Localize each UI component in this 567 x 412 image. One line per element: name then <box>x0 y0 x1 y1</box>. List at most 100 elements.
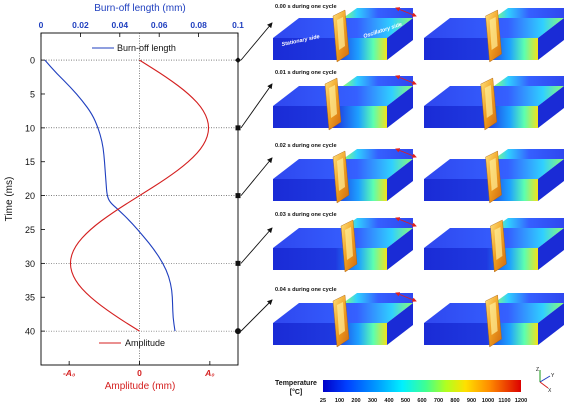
y-tick-label: 5 <box>30 89 35 99</box>
legend-amplitude: Amplitude <box>99 338 165 348</box>
specimen-rear-step <box>494 218 564 228</box>
weld-flash-highlight <box>329 85 337 118</box>
specimen-side-face <box>387 18 413 60</box>
specimen-rear-step <box>494 149 564 159</box>
panel-row: 0.03 s during one cycle <box>273 212 564 273</box>
specimen-front-face <box>424 248 538 270</box>
specimen-rear-step <box>494 8 564 18</box>
colorbar-tick-label: 200 <box>351 398 360 404</box>
chart: 0 5 10 15 20 25 30 35 40 0 0.02 0.04 0.06 0.08 0.1 -A… <box>4 3 273 392</box>
specimen-side-face <box>387 159 413 201</box>
specimen-side-face <box>387 303 413 345</box>
y-tick-label: 40 <box>25 327 35 337</box>
weld-flash-highlight <box>337 302 345 335</box>
legend-burnoff-label: Burn-off length <box>117 43 176 53</box>
specimen-side-face <box>387 228 413 270</box>
colorbar-tick-label: 500 <box>401 398 410 404</box>
colorbar-tick-label: 900 <box>467 398 476 404</box>
weld-flash-highlight <box>337 158 345 191</box>
colorbar-tick-label: 25 <box>320 398 326 404</box>
marker-square <box>235 125 241 131</box>
specimen-rear-step <box>343 76 413 86</box>
colorbar-tick-label: 600 <box>417 398 426 404</box>
y-axis-label: Time (ms) <box>4 177 15 222</box>
weld-flash-highlight <box>489 158 498 191</box>
specimen-front-face <box>424 38 538 60</box>
colorbar-tick-label: 1000 <box>482 398 494 404</box>
top-axis-label: Burn-off length (mm) <box>94 3 186 14</box>
marker-square <box>235 260 241 266</box>
oscillation-arrow <box>395 217 417 227</box>
bottom-tick-label: 0 <box>137 368 142 378</box>
panel-time-label: 0.03 s during one cycle <box>275 212 337 218</box>
specimen-side-face <box>538 86 564 128</box>
triad-x-axis <box>539 381 549 389</box>
colorbar-tick-label: 300 <box>368 398 377 404</box>
top-tick-label: 0.1 <box>232 20 244 30</box>
weld-flash-highlight <box>489 17 498 50</box>
bottom-axis-label: Amplitude (mm) <box>105 381 176 392</box>
colorbar-title: Temperature <box>275 380 317 387</box>
specimen-rear-step <box>343 293 413 303</box>
triad-y-label: Y <box>551 373 555 379</box>
colorbar-tick-label: 800 <box>450 398 459 404</box>
triad-x-label: X <box>548 388 552 394</box>
specimen-rear-step <box>494 293 564 303</box>
y-ticks: 0 5 10 15 20 25 30 35 40 <box>25 56 45 337</box>
bottom-tick-label: A₀ <box>204 368 215 378</box>
specimen-front-face <box>273 248 387 270</box>
panel-row: 0.04 s during one cycle <box>273 287 564 348</box>
top-tick-label: 0.02 <box>72 20 89 30</box>
colorbar: Temperature [°C] 25 100 200 300 400 500 600 700… <box>275 380 527 404</box>
legend-amplitude-label: Amplitude <box>125 338 165 348</box>
burnoff-line <box>44 59 176 332</box>
oscillation-arrow <box>395 148 417 158</box>
weld-flash-highlight <box>484 85 493 118</box>
panel-row: 0.00 s during one cycle <box>273 4 564 63</box>
top-tick-label: 0.04 <box>112 20 129 30</box>
specimen-front-face <box>273 38 387 60</box>
panel-time-label: 0.04 s during one cycle <box>275 287 337 293</box>
panel-time-label: 0.02 s during one cycle <box>275 143 337 149</box>
triad-y-axis <box>539 375 551 383</box>
panel-row: 0.01 s during one cycle <box>273 70 564 131</box>
connector-arrow <box>240 22 273 61</box>
oscillation-arrow <box>395 7 417 17</box>
colorbar-tick-label: 700 <box>434 398 443 404</box>
weld-flash-highlight <box>337 17 345 50</box>
specimen-front-face <box>424 323 538 345</box>
y-tick-label: 10 <box>25 123 35 133</box>
specimen-front-face <box>273 323 387 345</box>
y-tick-label: 0 <box>30 56 35 66</box>
y-tick-label: 30 <box>25 259 35 269</box>
amplitude-line <box>69 59 210 332</box>
specimen-rear-step <box>343 8 413 18</box>
oscillation-arrow <box>395 292 417 302</box>
y-tick-label: 20 <box>25 191 35 201</box>
colorbar-ticks: 25 100 200 300 400 500 600 700 800 900 1000 1100 120… <box>320 398 527 404</box>
specimen-front-face <box>424 179 538 201</box>
specimen-side-face <box>538 303 564 345</box>
specimen-side-face <box>387 86 413 128</box>
y-tick-label: 15 <box>25 157 35 167</box>
specimen-side-face <box>538 159 564 201</box>
specimen-side-face <box>538 18 564 60</box>
connector-arrow <box>240 299 273 332</box>
colorbar-tick-label: 1100 <box>498 398 510 404</box>
connectors <box>235 22 273 335</box>
colorbar-unit: [°C] <box>290 388 303 396</box>
colorbar-tick-label: 400 <box>384 398 393 404</box>
top-tick-label: 0.08 <box>190 20 207 30</box>
marker-square <box>235 193 241 199</box>
colorbar-tick-label: 1200 <box>515 398 527 404</box>
simulation-panels: 0.00 s during one cycle 0.01 s during one… <box>273 4 564 348</box>
weld-flash-highlight <box>494 227 503 260</box>
oscillation-arrow <box>395 75 417 85</box>
colorbar-scale <box>323 380 521 392</box>
weld-flash-highlight <box>489 302 498 335</box>
colorbar-tick-label: 100 <box>335 398 344 404</box>
bottom-tick-label: -A₀ <box>63 368 76 378</box>
y-tick-label: 25 <box>25 225 35 235</box>
triad-z-label: Z <box>536 367 539 373</box>
